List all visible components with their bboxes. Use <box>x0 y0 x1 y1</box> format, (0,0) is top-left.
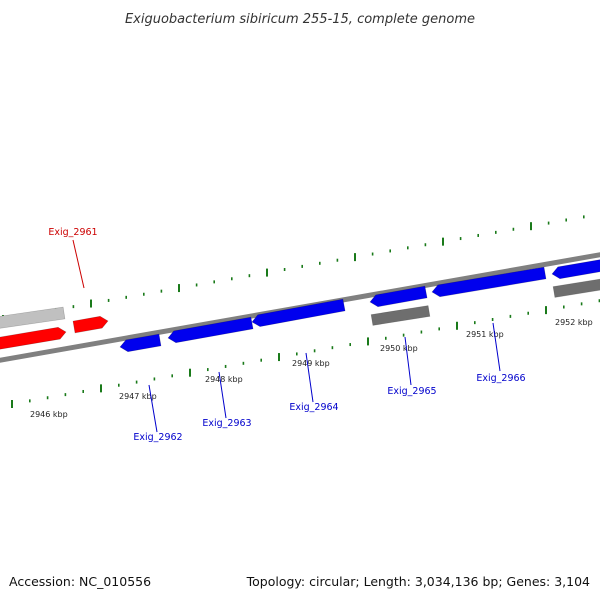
kbp-label: 2952 kbp <box>555 318 593 327</box>
gene-leader-line <box>218 371 227 419</box>
gene-labels: Exig_2961 Exig_2962 Exig_2963 Exig_2964 Exig… <box>48 227 525 443</box>
kbp-label: 2950 kbp <box>380 344 418 353</box>
gene-leader-line <box>305 352 314 403</box>
forward-gene-feature <box>0 326 67 350</box>
gene-label[interactable]: Exig_2964 <box>289 402 338 413</box>
kbp-label: 2946 kbp <box>30 410 68 419</box>
kbp-label: 2948 kbp <box>205 375 243 384</box>
forward-gene-feature <box>72 315 109 334</box>
reverse-gene-feature <box>551 259 600 280</box>
reverse-tick-track <box>11 299 600 408</box>
reverse-other-feature <box>552 278 600 298</box>
gene-label[interactable]: Exig_2966 <box>476 373 525 384</box>
forward-tick-track <box>2 215 585 323</box>
reverse-gene-feature <box>167 316 254 344</box>
kbp-label: 2949 kbp <box>292 359 330 368</box>
gene-leader-line <box>404 336 412 386</box>
kbp-label: 2947 kbp <box>119 392 157 401</box>
forward-other-feature <box>0 306 66 329</box>
map-title: Exiguobacterium sibiricum 255-15, comple… <box>125 12 475 27</box>
reverse-other-feature <box>370 305 431 326</box>
accession-text: Accession: NC_010556 <box>9 574 151 589</box>
reverse-gene-feature <box>251 298 346 327</box>
gene-label[interactable]: Exig_2963 <box>202 418 251 429</box>
gene-leader-line <box>72 239 85 289</box>
reverse-gene-feature <box>369 285 428 308</box>
kbp-labels: 2946 kbp 2947 kbp 2948 kbp 2949 kbp 2950 kbp… <box>30 318 593 419</box>
gene-label[interactable]: Exig_2965 <box>387 386 436 397</box>
gene-label[interactable]: Exig_2961 <box>48 227 97 238</box>
genome-summary-text: Topology: circular; Length: 3,034,136 bp… <box>246 574 590 589</box>
gene-label[interactable]: Exig_2962 <box>133 432 182 443</box>
gene-leader-line <box>492 322 501 372</box>
reverse-gene-feature <box>431 266 547 298</box>
gene-leader-line <box>148 384 158 433</box>
kbp-label: 2951 kbp <box>466 330 504 339</box>
reverse-gene-feature <box>119 333 162 353</box>
gene-features <box>0 259 600 353</box>
